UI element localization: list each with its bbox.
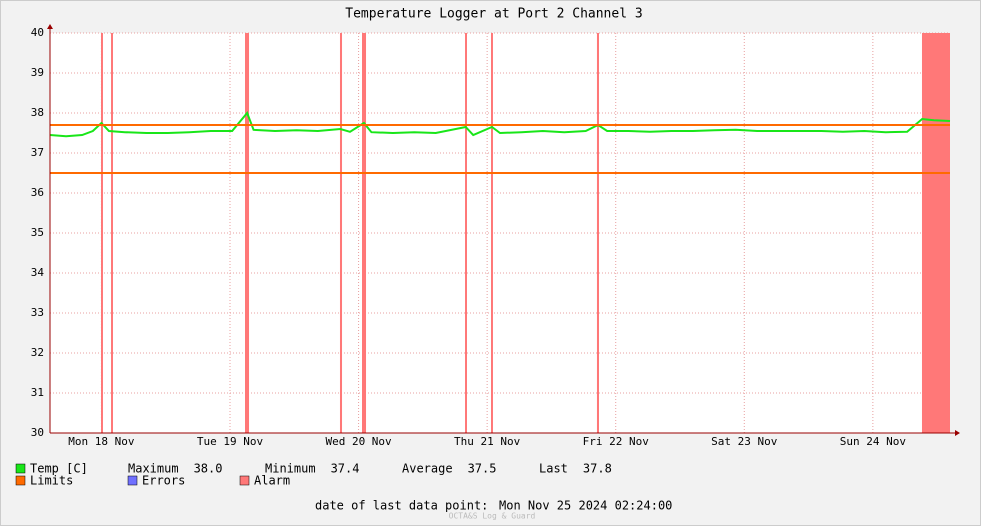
alarm-band — [491, 33, 493, 433]
legend-swatch — [239, 475, 250, 486]
stat-value: 38.0 — [194, 462, 223, 476]
x-tick-label: Wed 20 Nov — [325, 435, 392, 448]
legend-label: Errors — [142, 474, 185, 488]
chart-title: Temperature Logger at Port 2 Channel 3 — [345, 7, 642, 22]
legend-swatch — [127, 475, 138, 486]
watermark: OCTA&S Log & Guard — [449, 512, 536, 521]
x-arrow — [955, 430, 960, 436]
x-tick-label: Fri 22 Nov — [583, 435, 650, 448]
legend-swatch — [15, 463, 26, 474]
y-tick-label: 31 — [31, 386, 44, 399]
x-tick-label: Thu 21 Nov — [454, 435, 521, 448]
footer-value: Mon Nov 25 2024 02:24:00 — [499, 499, 672, 513]
stat-value: 37.5 — [468, 462, 497, 476]
stat-label: Average — [402, 462, 453, 476]
alarm-band — [362, 33, 367, 433]
alarm-band — [245, 33, 250, 433]
y-tick-label: 39 — [31, 66, 44, 79]
y-tick-label: 35 — [31, 226, 44, 239]
x-tick-label: Tue 19 Nov — [197, 435, 264, 448]
x-tick-label: Sun 24 Nov — [840, 435, 907, 448]
alarm-band — [596, 33, 599, 433]
y-tick-label: 34 — [31, 266, 45, 279]
stat-label: Minimum — [265, 462, 316, 476]
alarm-band — [101, 33, 103, 433]
legend-label: Temp [C] — [30, 462, 88, 476]
alarm-band — [111, 33, 113, 433]
legend-label: Limits — [30, 474, 73, 488]
y-tick-label: 32 — [31, 346, 44, 359]
y-tick-label: 33 — [31, 306, 44, 319]
y-tick-label: 36 — [31, 186, 44, 199]
y-tick-label: 40 — [31, 26, 44, 39]
stat-label: Maximum — [128, 462, 179, 476]
y-tick-label: 30 — [31, 426, 44, 439]
legend-label: Alarm — [254, 474, 290, 488]
alarm-band — [921, 33, 950, 433]
stat-value: 37.8 — [583, 462, 612, 476]
alarm-band — [339, 33, 343, 433]
alarm-band — [465, 33, 467, 433]
x-tick-label: Mon 18 Nov — [68, 435, 135, 448]
x-tick-label: Sat 23 Nov — [711, 435, 778, 448]
footer-label: date of last data point: — [315, 499, 488, 513]
stat-value: 37.4 — [331, 462, 360, 476]
legend-swatch — [15, 475, 26, 486]
y-tick-label: 37 — [31, 146, 44, 159]
y-tick-label: 38 — [31, 106, 44, 119]
stat-label: Last — [539, 462, 568, 476]
temp-line — [49, 111, 951, 138]
y-arrow — [47, 24, 53, 29]
